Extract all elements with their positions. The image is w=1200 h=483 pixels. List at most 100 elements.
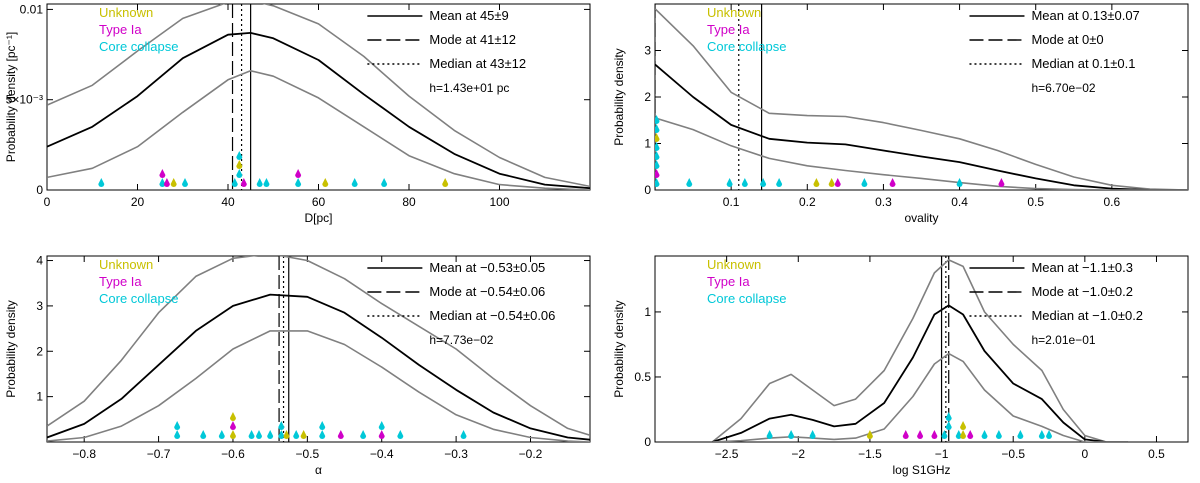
upper-curve (711, 259, 1128, 442)
lower-curve (47, 70, 590, 190)
data-point (263, 178, 270, 187)
x-tick-label: −0.6 (221, 447, 245, 461)
data-point (655, 178, 660, 187)
x-tick-label: 0.1 (723, 195, 740, 209)
data-point (278, 430, 285, 440)
data-point (809, 430, 816, 440)
x-tick-label: −0.4 (370, 447, 394, 461)
data-point (236, 169, 243, 178)
y-tick-label: 0 (36, 183, 43, 197)
plot-frame (46, 255, 591, 443)
data-point (231, 178, 238, 187)
data-point (182, 178, 189, 187)
x-tick-label: 40 (221, 195, 235, 209)
x-tick-label: 0.2 (799, 195, 816, 209)
data-point (174, 430, 181, 440)
legend-core_collapse: Core collapse (99, 39, 179, 54)
data-point (760, 178, 767, 187)
data-point (229, 421, 236, 431)
legend-median-label: Median at 0.1±0.1 (1031, 56, 1135, 71)
data-point (902, 430, 909, 440)
legend-core_collapse: Core collapse (99, 291, 179, 306)
x-tick-label: 0.5 (1027, 195, 1044, 209)
y-tick-label: 0.01 (20, 2, 44, 16)
y-tick-label: 0 (644, 435, 651, 449)
data-point (98, 178, 105, 187)
chart-panel-3: −0.8 −0.7 −0.6 −0.5 −0.4 −0.3 −0.2 1 2 3 4 α Probabi… (4, 254, 591, 477)
legend-mean-label: Mean at 45±9 (429, 8, 508, 23)
data-point (995, 430, 1002, 440)
data-point (278, 421, 285, 431)
upper-curve (47, 256, 590, 436)
x-axis-label: D[pc] (304, 211, 332, 225)
density-curve (47, 32, 590, 190)
x-tick-label: 0 (44, 195, 51, 209)
data-point (1038, 430, 1045, 440)
data-point (174, 421, 181, 431)
chart-panel-2: 0.1 0.2 0.3 0.4 0.5 0.6 0 1 2 3 ovality Probability… (612, 3, 1189, 225)
data-point (295, 169, 302, 178)
x-tick-label: −0.5 (1001, 447, 1025, 461)
legend-type_ia: Type Ia (707, 22, 750, 37)
data-point (460, 430, 467, 440)
upper-curve (47, 4, 590, 188)
data-point (655, 169, 660, 178)
data-point (229, 412, 236, 422)
data-point (236, 151, 243, 160)
data-point (813, 178, 820, 187)
data-point (726, 178, 733, 187)
data-point (381, 178, 388, 187)
data-point (240, 178, 247, 187)
data-point (236, 160, 243, 169)
data-point (776, 178, 783, 187)
lower-curve (655, 117, 1188, 190)
data-point (1017, 430, 1024, 440)
data-point (655, 115, 660, 124)
lower-curve (712, 352, 1128, 442)
data-point (218, 430, 225, 440)
legend-type_ia: Type Ia (707, 274, 750, 289)
data-point (931, 430, 938, 440)
data-point (960, 421, 967, 431)
density-curve (712, 304, 1128, 442)
data-point (255, 430, 262, 439)
chart-panel-1: 0 20 40 60 80 100 0 5×10⁻³ 0.01 D[pc] Probability … (4, 2, 591, 225)
legend-unknown: Unknown (99, 5, 153, 20)
data-point (267, 430, 274, 440)
data-point (200, 430, 207, 440)
x-tick-label: −1 (935, 447, 949, 461)
data-point (861, 178, 868, 187)
x-tick-label: 0.6 (1104, 195, 1121, 209)
legend-mode-label: Mode at −0.54±0.06 (429, 284, 545, 299)
data-point (159, 169, 166, 178)
data-point (319, 421, 326, 431)
x-tick-label: 100 (489, 195, 509, 209)
data-point (828, 178, 835, 187)
data-point (655, 160, 660, 169)
y-axis-label: Probability density (612, 48, 626, 145)
density-curve (655, 63, 1188, 190)
data-point (889, 178, 896, 187)
y-tick-label: 1 (644, 137, 651, 151)
x-tick-label: 60 (312, 195, 326, 209)
bandwidth-label: h=7.73e−02 (429, 333, 493, 347)
legend-mean-label: Mean at 0.13±0.07 (1031, 8, 1139, 23)
x-tick-label: 0.5 (1148, 447, 1165, 461)
y-tick-label: 3 (644, 44, 651, 58)
x-axis-label: α (315, 463, 322, 477)
data-point (170, 178, 177, 187)
plot-frame (654, 255, 1189, 443)
data-point (945, 421, 952, 431)
y-tick-label: 1 (36, 390, 43, 404)
data-point (293, 430, 300, 440)
legend-median-label: Median at −1.0±0.2 (1031, 308, 1143, 323)
data-point (967, 430, 974, 440)
x-axis-label: ovality (904, 211, 938, 225)
data-point (788, 430, 795, 440)
lower-curve (47, 330, 590, 442)
data-point (163, 178, 170, 187)
data-point (655, 124, 660, 133)
data-point (1046, 430, 1053, 440)
legend-mean-label: Mean at −0.53±0.05 (429, 260, 545, 275)
